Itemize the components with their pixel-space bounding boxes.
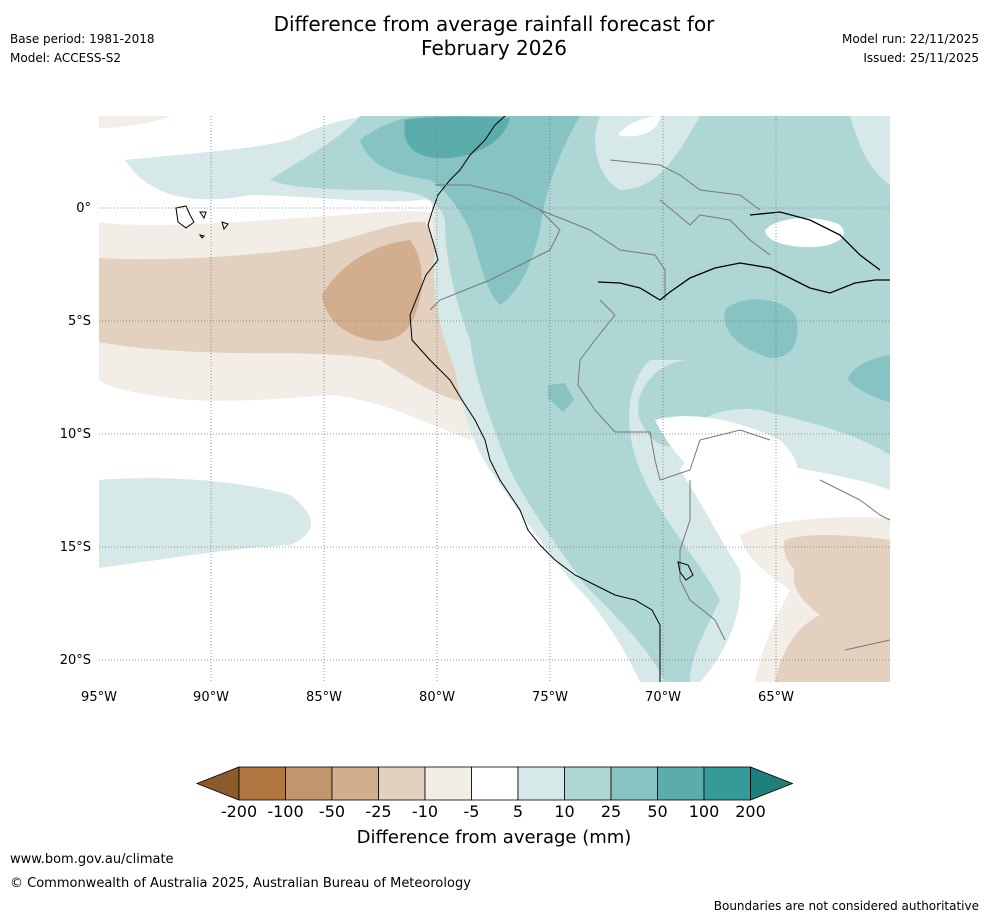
colorbar-tick-label: -50 <box>319 802 345 821</box>
colorbar-title: Difference from average (mm) <box>357 827 632 848</box>
amazon-river <box>597 211 890 301</box>
wet-blob-south <box>646 581 718 609</box>
wet-region-light-sw <box>99 478 311 568</box>
colorbar-segment <box>424 766 472 801</box>
colorbar-extend-low <box>195 766 240 801</box>
wet-region-darkest <box>404 116 510 159</box>
lon-label: 80°W <box>419 690 455 705</box>
colorbar-tick-label: -200 <box>221 802 257 821</box>
lon-label: 90°W <box>193 690 229 705</box>
lat-label: 15°S <box>60 540 91 555</box>
colorbar-extend-high <box>750 766 794 801</box>
model-text: Model: ACCESS-S2 <box>10 51 122 65</box>
dry-top-left <box>99 116 170 128</box>
dry-region-strong <box>322 240 422 341</box>
latitude-labels: 0° 5°S 10°S 15°S 20°S <box>60 201 91 668</box>
colorbar-segment <box>564 766 612 801</box>
gridlines <box>99 116 890 682</box>
issued-text: Issued: 25/11/2025 <box>863 51 979 65</box>
dry-southeast-medium <box>775 535 890 682</box>
colorbar-tick-label: -100 <box>267 802 303 821</box>
footer-copyright: © Commonwealth of Australia 2025, Austra… <box>10 876 471 891</box>
lake-titicaca <box>677 561 694 581</box>
map-shading <box>99 116 890 682</box>
colorbar-segment <box>378 766 426 801</box>
title-line-2: February 2026 <box>421 36 567 60</box>
model-run-text: Model run: 22/11/2025 <box>841 32 979 46</box>
colorbar: -200 -100 -50 -25 -10 -5 5 10 25 50 100 200 <box>195 766 794 821</box>
white-hole-bolivia <box>655 416 798 490</box>
colorbar-segment <box>238 766 286 801</box>
colorbar-tick-label: 10 <box>554 802 574 821</box>
lat-label: 20°S <box>60 653 91 668</box>
colorbar-tick-label: 50 <box>647 802 667 821</box>
colorbar-tick-label: 200 <box>735 802 766 821</box>
lon-label: 85°W <box>306 690 342 705</box>
colorbar-segment <box>471 766 519 801</box>
colorbar-tick-label: -25 <box>365 802 391 821</box>
lon-label: 95°W <box>81 690 117 705</box>
header-right-info: Model run: 22/11/2025 Issued: 25/11/2025 <box>842 32 979 70</box>
wet-blob-small <box>548 383 574 412</box>
colorbar-segment <box>657 766 705 801</box>
colorbar-tick-label: 5 <box>513 802 523 821</box>
lon-label: 75°W <box>532 690 568 705</box>
colorbar-segment <box>610 766 658 801</box>
wet-region-dark-north <box>360 116 580 305</box>
wet-blob-far-east <box>848 355 890 402</box>
wet-region-mid <box>270 116 890 682</box>
longitude-labels: 95°W 90°W 85°W 80°W 75°W 70°W 65°W <box>81 690 794 705</box>
galapagos-islands <box>175 205 229 239</box>
colorbar-tick-label: 100 <box>689 802 720 821</box>
lon-label: 65°W <box>758 690 794 705</box>
colorbar-segment <box>331 766 379 801</box>
lat-label: 10°S <box>60 427 91 442</box>
colorbar-segment <box>703 766 751 801</box>
footer-url: www.bom.gov.au/climate <box>10 852 174 867</box>
chart-title: Difference from average rainfall forecas… <box>0 12 988 60</box>
colorbar-segment <box>285 766 333 801</box>
base-period-text: Base period: 1981-2018 <box>10 32 155 46</box>
lat-label: 5°S <box>68 314 91 329</box>
coastline <box>409 116 661 682</box>
colorbar-tick-label: -10 <box>412 802 438 821</box>
colorbar-tick-label: -5 <box>464 802 480 821</box>
colorbar-segment <box>517 766 565 801</box>
white-hole-north <box>618 116 660 137</box>
header-left-info: Base period: 1981-2018 Model: ACCESS-S2 <box>10 32 155 70</box>
footer-disclaimer: Boundaries are not considered authoritat… <box>713 899 979 913</box>
white-hole-amazon <box>765 218 844 248</box>
wet-blob-east <box>724 299 798 359</box>
title-line-1: Difference from average rainfall forecas… <box>273 12 715 36</box>
lon-label: 70°W <box>645 690 681 705</box>
colorbar-tick-label: 25 <box>601 802 621 821</box>
lat-label: 0° <box>76 201 91 216</box>
national-borders <box>429 159 890 651</box>
